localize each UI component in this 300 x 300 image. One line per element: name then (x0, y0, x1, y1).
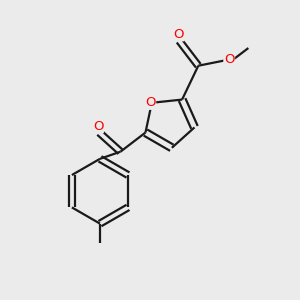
Text: O: O (173, 28, 184, 41)
Text: O: O (93, 120, 103, 133)
Text: O: O (145, 96, 156, 109)
Text: O: O (224, 53, 235, 66)
